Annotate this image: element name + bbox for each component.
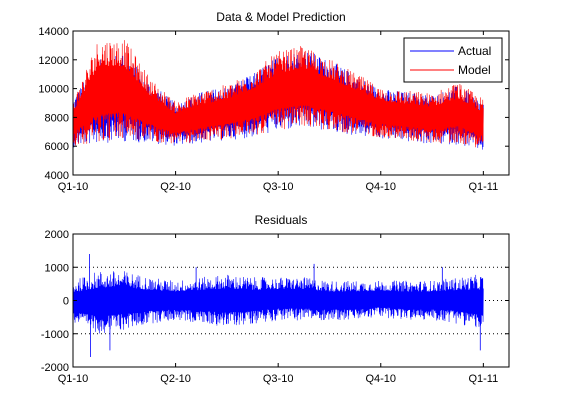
bottom-x-tick-label: Q2-10: [160, 373, 191, 385]
top-chart-title: Data & Model Prediction: [216, 10, 345, 24]
bottom-x-tick-label: Q1-10: [58, 373, 89, 385]
top-series-group: [72, 40, 484, 150]
top-y-tick-label: 4000: [45, 170, 69, 182]
top-x-tick-label: Q1-10: [58, 181, 89, 193]
legend-actual-label: Actual: [458, 44, 491, 58]
bottom-series-group: [72, 253, 484, 358]
bottom-y-tick-label: -1000: [41, 329, 69, 341]
bottom-y-tick-label: 0: [63, 296, 69, 308]
bottom-x-tick-label: Q1-11: [468, 373, 498, 385]
bottom-chart-title: Residuals: [255, 213, 308, 227]
bottom-x-tick-label: Q3-10: [263, 373, 294, 385]
bottom-y-ticks: -2000 -1000 0 1000 2000: [41, 229, 509, 374]
top-x-tick-label: Q3-10: [263, 181, 294, 193]
bottom-axes: Residuals -2000 -1000 0 1000 2000 Q1-10 Q2-10…: [41, 213, 510, 385]
top-x-tick-label: Q4-10: [365, 181, 396, 193]
bottom-y-tick-label: 1000: [45, 262, 69, 274]
top-x-tick-label: Q1-11: [468, 181, 498, 193]
top-y-tick-label: 10000: [38, 84, 69, 96]
top-plot-frame: [72, 30, 510, 176]
top-x-ticks: Q1-10 Q2-10 Q3-10 Q4-10 Q1-11: [58, 31, 498, 193]
bottom-series-residual-line: [72, 271, 484, 334]
bottom-x-tick-label: Q4-10: [365, 373, 396, 385]
bottom-x-ticks: Q1-10 Q2-10 Q3-10 Q4-10 Q1-11: [58, 234, 498, 385]
top-y-tick-label: 12000: [38, 55, 69, 67]
top-y-tick-label: 6000: [45, 141, 69, 153]
top-y-tick-label: 14000: [38, 26, 69, 38]
top-y-tick-label: 8000: [45, 112, 69, 124]
top-series-model-line: [72, 40, 484, 148]
legend-box: [403, 37, 503, 83]
bottom-y-tick-label: -2000: [41, 362, 69, 374]
top-axes: Data & Model Prediction 4000 6000 8000 1000…: [38, 10, 510, 193]
top-x-tick-label: Q2-10: [160, 181, 191, 193]
legend-model-label: Model: [458, 63, 491, 77]
top-legend: Actual Model: [403, 37, 503, 83]
bottom-y-tick-label: 2000: [45, 229, 69, 241]
top-y-ticks: 4000 6000 8000 10000 12000 14000: [38, 26, 509, 182]
